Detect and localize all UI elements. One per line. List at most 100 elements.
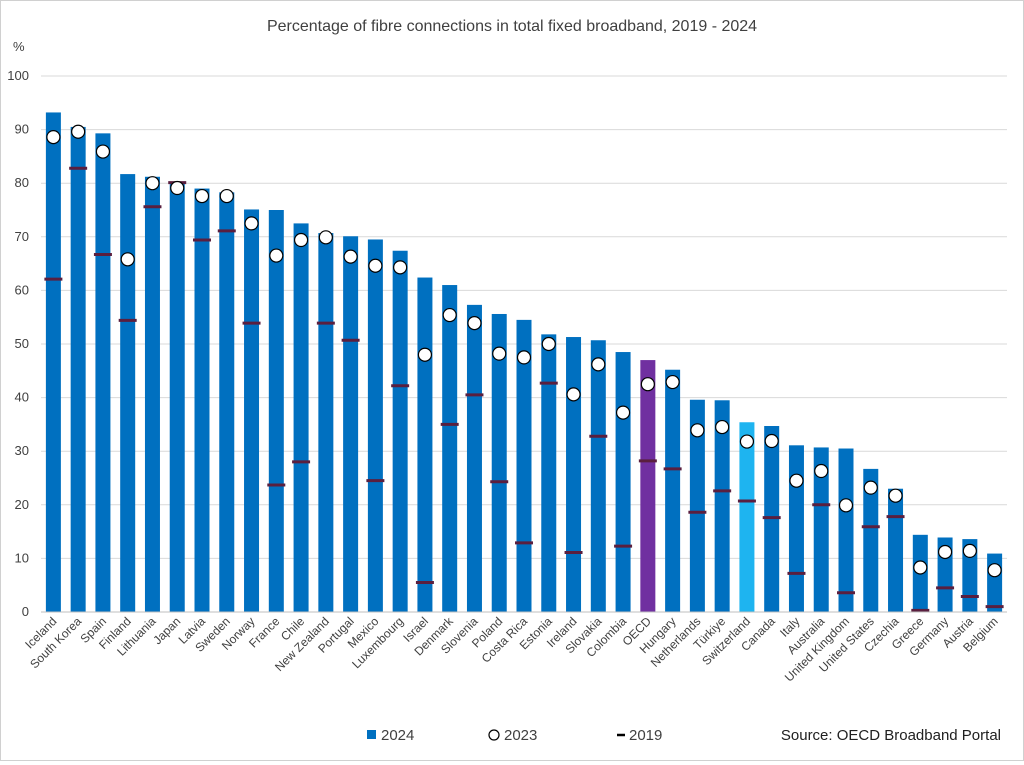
y-tick-label: 10 [15, 550, 29, 565]
marker-2023 [492, 346, 507, 361]
y-tick-label: 100 [7, 68, 29, 83]
bar [144, 176, 160, 612]
y-tick-label: 30 [15, 443, 29, 458]
bar [491, 313, 507, 612]
bar [194, 188, 210, 612]
bar [219, 192, 235, 612]
bar [615, 352, 631, 612]
marker-2023 [715, 419, 730, 435]
bar [120, 174, 136, 612]
bar [70, 126, 86, 613]
legend-swatch-2023 [488, 729, 500, 741]
marker-2023 [368, 258, 383, 273]
bar [244, 209, 260, 613]
marker-2023 [888, 488, 903, 503]
bar [665, 369, 681, 612]
marker-2023 [814, 463, 829, 479]
marker-2023 [615, 405, 631, 420]
marker-2023 [71, 124, 86, 139]
marker-2023 [46, 130, 61, 145]
marker-2023 [467, 315, 482, 331]
bar [392, 250, 408, 612]
x-tick-label: Japan [150, 614, 183, 647]
marker-2023 [863, 480, 878, 495]
marker-2023 [120, 252, 135, 267]
bar [640, 360, 656, 612]
y-tick-label: 20 [15, 497, 29, 512]
marker-2023 [194, 188, 210, 204]
bar [566, 337, 582, 612]
markers-2019 [44, 166, 1004, 612]
bar [516, 319, 532, 612]
legend: 2024 2023 2019 [367, 727, 662, 744]
bar [343, 236, 359, 612]
bar [689, 399, 705, 612]
marker-2023 [95, 144, 111, 159]
marker-2023 [293, 232, 309, 248]
bar [466, 304, 482, 612]
legend-label-2023: 2023 [504, 727, 537, 744]
bar [268, 210, 284, 612]
bar [739, 422, 755, 612]
marker-2023 [343, 249, 358, 264]
marker-2023 [838, 498, 854, 513]
marker-2023 [764, 433, 779, 449]
bar [293, 223, 309, 612]
marker-2023 [640, 377, 655, 392]
markers-2023 [46, 124, 1002, 578]
marker-2023 [987, 563, 1002, 578]
bar [714, 400, 730, 612]
marker-2023 [393, 260, 408, 275]
marker-2023 [219, 188, 234, 204]
marker-2023 [516, 350, 532, 365]
bar [590, 340, 606, 612]
bar [838, 448, 854, 612]
bar [95, 133, 111, 613]
marker-2023 [566, 387, 581, 402]
bar [813, 447, 829, 612]
y-tick-label: 50 [15, 336, 29, 351]
marker-2023 [665, 374, 680, 390]
marker-2023 [442, 307, 457, 323]
marker-2023 [937, 544, 953, 560]
marker-2023 [962, 543, 977, 558]
bar [442, 285, 458, 612]
y-tick-labels: 0 10 20 30 40 50 60 70 80 90 100 [7, 68, 29, 619]
y-tick-label: 80 [15, 175, 29, 190]
y-tick-label: 0 [22, 604, 29, 619]
bar [367, 239, 383, 613]
bar [987, 553, 1003, 612]
bar [45, 112, 61, 612]
bar [318, 233, 334, 612]
bar [962, 539, 978, 612]
bar [863, 468, 879, 612]
marker-2023 [145, 176, 160, 191]
bar [788, 445, 804, 612]
bar [169, 181, 185, 613]
marker-2023 [789, 473, 804, 488]
marker-2023 [318, 230, 333, 245]
bar [888, 488, 904, 612]
y-tick-label: 70 [15, 229, 29, 244]
y-tick-label: 40 [15, 390, 29, 405]
marker-2023 [417, 347, 433, 362]
marker-2023 [591, 357, 606, 372]
marker-2023 [269, 248, 284, 263]
marker-2023 [541, 336, 556, 352]
y-tick-label: 60 [15, 282, 29, 297]
marker-2023 [690, 423, 705, 438]
chart-title: Percentage of fibre connections in total… [267, 18, 757, 35]
legend-label-2019: 2019 [629, 727, 662, 744]
legend-label-2024: 2024 [381, 727, 414, 744]
y-tick-label: 90 [15, 122, 29, 137]
marker-2023 [244, 216, 259, 231]
source-note: Source: OECD Broadband Portal [781, 727, 1001, 744]
marker-2023 [170, 180, 185, 196]
bar [541, 334, 557, 612]
y-axis-unit-label: % [13, 39, 25, 54]
legend-swatch-2024 [367, 730, 376, 739]
marker-2023 [739, 434, 755, 449]
